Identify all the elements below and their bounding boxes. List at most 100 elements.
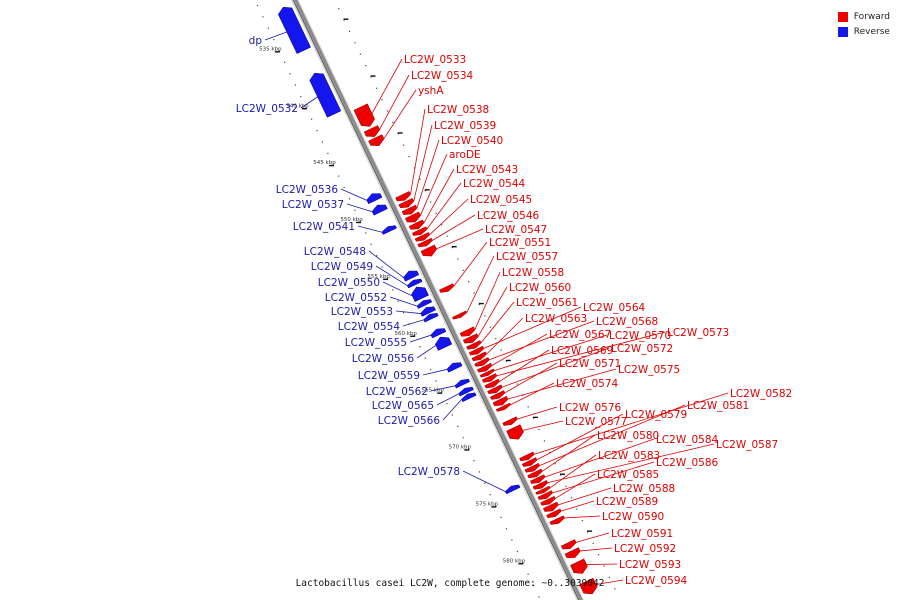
forward-swatch	[837, 11, 848, 22]
minor-dot	[543, 440, 546, 442]
gene-label-lc2w_0548: LC2W_0548	[304, 246, 366, 258]
gene-label-lc2w_0572: LC2W_0572	[611, 343, 673, 355]
gene-label-lc2w_0583: LC2W_0583	[598, 450, 660, 462]
minor-dot	[300, 95, 302, 98]
leader-line-lc2w_0541	[357, 225, 383, 233]
minor-dot	[473, 292, 475, 294]
gene-arrow-dp	[278, 6, 311, 54]
gene-arrow-lc2w_0536	[366, 193, 383, 205]
minor-dot	[321, 141, 324, 143]
minor-dot	[365, 232, 367, 234]
leader-line-lc2w_0540	[416, 139, 440, 209]
minor-dot	[489, 326, 491, 328]
leader-line-lc2w_0563	[486, 317, 524, 355]
minor-dot	[457, 258, 459, 260]
gene-label-lc2w_0540: LC2W_0540	[441, 135, 503, 147]
leader-line-lc2w_0586	[552, 461, 655, 494]
gene-label-lc2w_0578: LC2W_0578	[398, 466, 460, 478]
gene-label-lc2w_0557: LC2W_0557	[496, 251, 558, 263]
leader-line-lc2w_0567	[491, 333, 548, 366]
minor-dot	[484, 315, 486, 317]
minor-dot	[500, 349, 502, 351]
leader-line-lc2w_0575	[507, 368, 617, 400]
gene-arrow-lc2w_0572	[487, 384, 503, 395]
leader-line-lc2w_0578	[462, 470, 506, 492]
gene-label-lc2w_0554: LC2W_0554	[338, 321, 401, 333]
tick-label: 550 kbp	[340, 217, 363, 223]
label-leader-lines	[264, 31, 729, 585]
gene-arrow-lc2w_0584	[529, 474, 546, 484]
minor-dot	[289, 73, 291, 75]
minor-dot	[478, 303, 481, 306]
gene-label-lc2w_0562: LC2W_0562	[366, 386, 428, 398]
minor-dot	[256, 4, 259, 7]
gene-arrow-lc2w_0555	[430, 328, 447, 339]
legend-forward-label: Forward	[853, 11, 890, 22]
gene-label-lc2w_0587: LC2W_0587	[716, 439, 778, 451]
minor-dot	[403, 144, 405, 146]
minor-dot	[354, 209, 356, 211]
gene-label-lc2w_0584: LC2W_0584	[656, 434, 719, 446]
gene-label-lc2w_0539: LC2W_0539	[434, 120, 496, 132]
minor-dot	[392, 289, 394, 291]
gene-arrow-lc2w_0557	[452, 310, 468, 320]
gene-label-lc2w_0564: LC2W_0564	[583, 302, 646, 314]
minor-dot	[381, 99, 383, 101]
minor-dot	[424, 190, 426, 192]
minor-dot	[451, 414, 453, 416]
leader-line-lc2w_0583	[549, 454, 597, 489]
gene-label-lc2w_0547: LC2W_0547	[485, 224, 547, 236]
minor-dot	[365, 64, 367, 67]
gene-label-lc2w_0594: LC2W_0594	[625, 575, 688, 587]
gene-label-lc2w_0577: LC2W_0577	[565, 416, 627, 428]
leader-line-lc2w_0589	[561, 500, 595, 512]
leader-line-lc2w_0543	[423, 168, 455, 223]
backbone-line	[294, 0, 583, 600]
leader-line-lc2w_0559	[422, 368, 448, 376]
gene-arrow-lc2w_0573	[481, 373, 498, 383]
minor-dot	[549, 451, 551, 453]
minor-dot	[597, 554, 600, 556]
gene-arrow-lc2w_0538	[395, 191, 411, 202]
leader-line-lc2w_0587	[547, 443, 715, 484]
minor-dot	[527, 573, 529, 575]
minor-dot	[587, 531, 589, 533]
minor-dot	[608, 576, 610, 579]
minor-dot	[495, 337, 497, 340]
leader-line-lc2w_0585	[555, 473, 596, 499]
gene-arrow-lc2w_0560	[462, 333, 479, 344]
genome-caption: Lactobacillus casei LC2W, complete genom…	[295, 578, 605, 589]
minor-dot	[359, 221, 361, 223]
leader-line-lc2w_0553	[395, 310, 421, 314]
leader-line-lc2w_0560	[477, 286, 508, 337]
gene-label-lc2w_0553: LC2W_0553	[331, 306, 393, 318]
leader-line-lc2w_0584	[544, 438, 655, 478]
minor-dot	[495, 505, 497, 507]
gene-arrow-lc2w_0592	[564, 547, 581, 558]
leader-line-lc2w_0593	[586, 563, 618, 565]
tick-label: 555 kbp	[367, 274, 390, 280]
minor-dot	[457, 425, 459, 427]
reverse-swatch	[837, 26, 848, 37]
gene-arrow-lc2w_0577	[506, 424, 524, 440]
minor-dot	[533, 417, 535, 419]
minor-dot	[386, 277, 389, 280]
gene-arrow-lc2w_0585	[540, 495, 556, 506]
minor-dot	[413, 334, 416, 336]
gene-label-lc2w_0571: LC2W_0571	[559, 358, 621, 370]
leader-line-lc2w_0558	[474, 271, 501, 330]
minor-dot	[332, 164, 334, 166]
leader-line-lc2w_0544	[426, 182, 462, 230]
minor-dot	[435, 380, 437, 382]
gene-label-lc2w_0541: LC2W_0541	[293, 221, 355, 233]
minor-dot	[294, 84, 296, 86]
gene-label-lc2w_0593: LC2W_0593	[619, 559, 681, 571]
gene-label-lc2w_0544: LC2W_0544	[463, 178, 526, 190]
legend-reverse-label: Reverse	[853, 26, 890, 37]
leader-line-lc2w_0576	[517, 406, 558, 420]
minor-dot	[397, 133, 399, 135]
gene-arrow-lc2w_0575	[492, 395, 509, 407]
tick-label: 570 kbp	[449, 445, 472, 451]
minor-dot	[354, 42, 356, 44]
gene-label-lc2w_0566: LC2W_0566	[378, 415, 441, 427]
